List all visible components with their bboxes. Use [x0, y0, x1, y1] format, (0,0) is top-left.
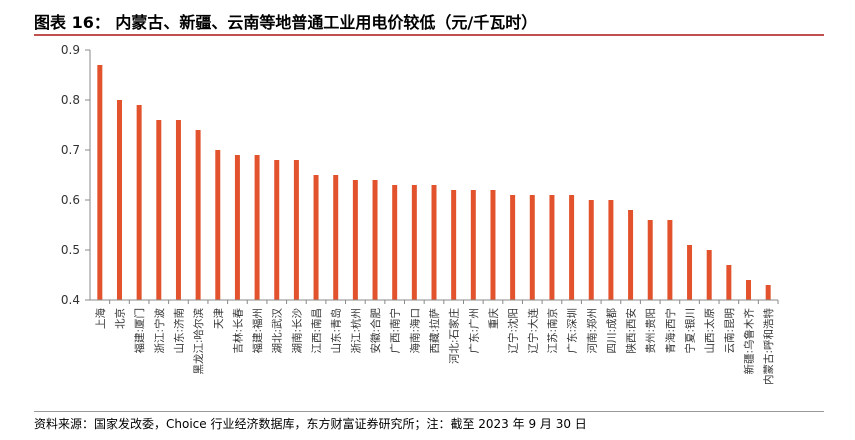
bar	[647, 220, 653, 300]
y-tick-label: 0.5	[61, 243, 80, 257]
bar	[726, 265, 732, 300]
bar	[352, 180, 358, 300]
bar-chart: 0.4 0.5 0.6 0.7 0.8 0.9 上海 北京 福建:厦门 浙江:宁波 山东:济南 黑龙…	[61, 43, 779, 386]
x-tick-label: 浙江:宁波	[153, 308, 166, 354]
x-tick-label: 广东:深圳	[566, 308, 579, 354]
bar	[765, 285, 771, 300]
source-divider	[34, 411, 824, 412]
x-tick-label: 江苏:南京	[546, 308, 559, 354]
x-tick-label: 广东:广州	[467, 308, 480, 354]
bar	[470, 190, 476, 300]
x-tick-label: 新疆:乌鲁木齐	[743, 308, 756, 375]
bar	[215, 150, 221, 300]
x-tick-label: 贵州:贵阳	[644, 308, 657, 354]
source-note: 资料来源：国家发改委，Choice 行业经济数据库，东方财富证券研究所；注：截至…	[34, 417, 587, 431]
bar	[628, 210, 634, 300]
bar	[431, 185, 437, 300]
bar	[293, 160, 299, 300]
x-tick-label: 江西:南昌	[310, 308, 323, 354]
x-tick-label: 重庆	[487, 308, 500, 329]
bar	[274, 160, 280, 300]
bar	[411, 185, 417, 300]
bar	[372, 180, 378, 300]
x-tick-label: 上海	[94, 308, 107, 329]
x-tick-label: 安徽:合肥	[369, 308, 382, 354]
bar	[746, 280, 752, 300]
x-tick-label: 西藏:拉萨	[428, 308, 441, 354]
x-tick-label: 河北:石家庄	[448, 308, 461, 364]
bar	[687, 245, 693, 300]
bar	[510, 195, 516, 300]
y-tick-label: 0.9	[61, 43, 80, 57]
bar	[175, 120, 181, 300]
x-tick-label: 宁夏:银川	[684, 308, 697, 354]
bar	[529, 195, 535, 300]
bar	[313, 175, 319, 300]
y-tick-label: 0.7	[61, 143, 80, 157]
bar	[136, 105, 142, 300]
x-tick-label: 湖北:武汉	[271, 308, 284, 354]
bar	[588, 200, 594, 300]
x-tick-label: 辽宁:沈阳	[507, 308, 520, 354]
bar	[392, 185, 398, 300]
bar	[490, 190, 496, 300]
x-tick-label: 内蒙古:呼和浩特	[762, 308, 775, 386]
x-tick-label: 福建:厦门	[133, 308, 146, 354]
x-tick-label: 北京	[113, 308, 126, 329]
x-tick-label: 浙江:杭州	[349, 308, 362, 354]
x-tick-label: 山东:济南	[172, 308, 185, 354]
x-tick-label: 吉林:长春	[231, 308, 244, 354]
bar	[116, 100, 122, 300]
x-tick-label: 山东:青岛	[330, 308, 343, 354]
x-tick-label: 天津	[213, 308, 225, 329]
y-tick-label: 0.6	[61, 193, 80, 207]
bar	[254, 155, 260, 300]
x-tick-label: 湖南:长沙	[290, 308, 303, 354]
y-axis: 0.4 0.5 0.6 0.7 0.8 0.9	[61, 43, 91, 307]
bar	[195, 130, 201, 300]
bar	[706, 250, 712, 300]
bar	[234, 155, 240, 300]
x-tick-label: 海南:海口	[408, 308, 421, 354]
x-tick-label: 辽宁:大连	[526, 308, 539, 354]
bars	[97, 65, 771, 300]
bar	[549, 195, 555, 300]
title-divider	[34, 34, 824, 36]
x-tick-label: 青海:西宁	[664, 308, 677, 354]
chart-title: 图表 16： 内蒙古、新疆、云南等地普通工业用电价较低（元/千瓦时）	[34, 13, 538, 32]
x-tick-label: 福建:福州	[251, 308, 264, 354]
bar	[156, 120, 162, 300]
x-tick-label: 黑龙江:哈尔滨	[192, 308, 205, 375]
x-tick-label: 山西:太原	[703, 308, 716, 354]
x-axis: 上海 北京 福建:厦门 浙江:宁波 山东:济南 黑龙江:哈尔滨 天津 吉林:长春 福建:福州 湖北…	[90, 299, 779, 386]
bar	[608, 200, 614, 300]
x-tick-label: 河南:郑州	[585, 308, 598, 354]
y-tick-label: 0.4	[61, 293, 80, 307]
y-tick-label: 0.8	[61, 93, 80, 107]
bar	[333, 175, 339, 300]
x-tick-label: 四川:成都	[606, 308, 618, 354]
bar	[451, 190, 457, 300]
x-tick-label: 广西:南宁	[389, 308, 402, 354]
x-tick-label: 陕西:西安	[625, 308, 638, 354]
bar	[97, 65, 103, 300]
x-tick-label: 云南:昆明	[723, 308, 736, 354]
bar	[569, 195, 575, 300]
bar	[667, 220, 673, 300]
